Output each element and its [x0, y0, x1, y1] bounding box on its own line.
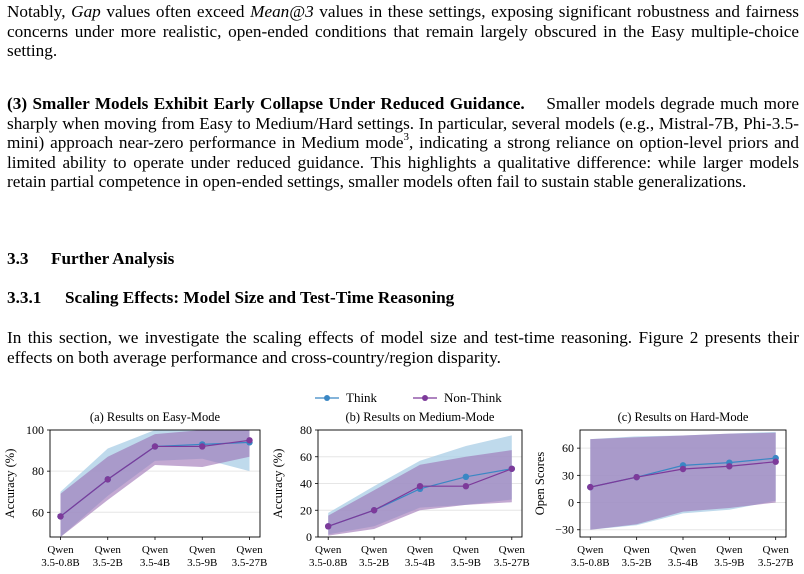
x-tick-label-1-line2: 3.5-2B: [622, 557, 652, 569]
x-tick-label-2-line1: Qwen: [407, 544, 434, 556]
x-tick-label-0-line1: Qwen: [315, 544, 342, 556]
x-tick-label-3-line2: 3.5-9B: [187, 557, 217, 569]
x-tick-label-3-line2: 3.5-9B: [714, 557, 744, 569]
point-non-think-2: [416, 482, 424, 490]
band-non-think: [590, 432, 776, 530]
x-tick-label-4-line1: Qwen: [763, 544, 790, 556]
point-non-think-0: [325, 523, 332, 530]
panel-medium-mode: (b) Results on Medium-Mode020406080Qwen3…: [271, 410, 530, 569]
y-tick-label-3: 60: [300, 450, 312, 464]
y-tick-label-3: 60: [562, 441, 574, 455]
section-title: Further Analysis: [51, 249, 175, 268]
para1-part2: values often exceed: [100, 2, 251, 21]
band-non-think: [60, 430, 250, 537]
y-tick-label-2: 30: [562, 468, 574, 482]
x-tick-label-1-line1: Qwen: [624, 544, 651, 556]
y-tick-label-1: 0: [568, 496, 574, 510]
x-tick-label-4-line2: 3.5-27B: [494, 557, 530, 569]
x-tick-label-0-line2: 3.5-0.8B: [571, 557, 610, 569]
band-non-think: [328, 450, 512, 536]
y-tick-label-0: 60: [32, 505, 44, 519]
point-non-think-3: [199, 443, 206, 450]
x-tick-label-1-line1: Qwen: [95, 544, 122, 556]
panel-title: (a) Results on Easy-Mode: [90, 410, 221, 424]
point-non-think-1: [370, 507, 378, 514]
x-tick-label-2-line1: Qwen: [670, 544, 697, 556]
point-think-3: [462, 473, 470, 481]
x-tick-label-3-line2: 3.5-9B: [451, 557, 481, 569]
point-non-think-0: [57, 513, 64, 520]
section-number: 3.3: [7, 249, 29, 268]
y-axis-label: Accuracy (%): [271, 449, 285, 519]
paragraph-smaller-models: (3) Smaller Models Exhibit Early Collaps…: [7, 94, 799, 192]
x-tick-label-2-line2: 3.5-4B: [668, 557, 698, 569]
x-tick-label-0-line1: Qwen: [577, 544, 604, 556]
panel-easy-mode: (a) Results on Easy-Mode6080100Qwen3.5-0…: [3, 410, 267, 569]
y-tick-label-0: 0: [306, 530, 312, 544]
section-heading: 3.3 Further Analysis: [7, 249, 174, 269]
legend-label-0: Think: [346, 390, 378, 405]
x-tick-label-0-line2: 3.5-0.8B: [309, 557, 348, 569]
point-non-think-2: [679, 465, 687, 473]
y-axis-label: Open Scores: [533, 452, 547, 516]
x-tick-label-2-line2: 3.5-4B: [140, 557, 170, 569]
para2-part1: Smaller models degrade much more sharply…: [7, 94, 799, 153]
panel-title: (c) Results on Hard-Mode: [618, 410, 749, 424]
x-tick-label-4-line1: Qwen: [499, 544, 526, 556]
x-tick-label-3-line1: Qwen: [453, 544, 480, 556]
x-tick-label-3-line1: Qwen: [716, 544, 743, 556]
point-non-think-1: [633, 473, 640, 481]
subsection-heading: 3.3.1 Scaling Effects: Model Size and Tes…: [7, 288, 454, 308]
paragraph-notably: Notably, Gap values often exceed Mean@3 …: [7, 2, 799, 61]
figure-2: Think Non-Think (a) Results on Easy-Mode 6…: [3, 390, 794, 569]
x-tick-label-1-line2: 3.5-2B: [93, 557, 123, 569]
point-non-think-3: [726, 463, 733, 470]
x-tick-label-4-line2: 3.5-27B: [758, 557, 794, 569]
point-non-think-1: [104, 476, 111, 483]
para1-part3: values in these settings, exposing signi…: [7, 2, 799, 61]
y-axis-label: Accuracy (%): [3, 449, 17, 519]
panel-hard-mode: (c) Results on Hard-Mode−3003060Qwen3.5-…: [533, 410, 794, 569]
y-tick-label-4: 80: [300, 423, 312, 437]
legend: Think Non-Think: [315, 390, 502, 405]
x-tick-label-1-line1: Qwen: [361, 544, 388, 556]
y-tick-label-1: 20: [300, 503, 312, 517]
point-non-think-0: [587, 483, 594, 491]
panel-title: (b) Results on Medium-Mode: [346, 410, 495, 424]
para1-gap: Gap: [71, 2, 101, 21]
x-tick-label-0-line2: 3.5-0.8B: [41, 557, 80, 569]
paragraph-scaling: In this section, we investigate the scal…: [7, 328, 799, 367]
x-tick-label-3-line1: Qwen: [189, 544, 216, 556]
subsection-number: 3.3.1: [7, 288, 42, 307]
para1-mean: Mean@3: [250, 2, 314, 21]
point-non-think-2: [151, 443, 159, 450]
para2-part2: , indicating a strong reliance on option…: [7, 133, 799, 192]
y-tick-label-2: 100: [26, 423, 44, 437]
point-non-think-4: [772, 458, 779, 465]
legend-label-1: Non-Think: [444, 390, 502, 405]
point-non-think-4: [508, 465, 515, 472]
legend-marker-0: [324, 395, 330, 401]
x-tick-label-4-line2: 3.5-27B: [232, 557, 268, 569]
y-tick-label-0: −30: [555, 523, 574, 537]
footnote-marker[interactable]: 3: [403, 131, 410, 144]
para1-part1: Notably,: [7, 2, 72, 21]
para2-heading: (3) Smaller Models Exhibit Early Collaps…: [7, 94, 525, 113]
x-tick-label-2-line2: 3.5-4B: [405, 557, 435, 569]
x-tick-label-4-line1: Qwen: [236, 544, 263, 556]
y-tick-label-1: 80: [32, 464, 44, 478]
x-tick-label-2-line1: Qwen: [142, 544, 169, 556]
x-tick-label-1-line2: 3.5-2B: [359, 557, 389, 569]
x-tick-label-0-line1: Qwen: [47, 544, 74, 556]
point-non-think-4: [246, 437, 253, 444]
point-non-think-3: [462, 482, 470, 490]
subsection-title: Scaling Effects: Model Size and Test-Tim…: [65, 288, 455, 307]
y-tick-label-2: 40: [300, 477, 312, 491]
legend-marker-1: [422, 395, 428, 401]
